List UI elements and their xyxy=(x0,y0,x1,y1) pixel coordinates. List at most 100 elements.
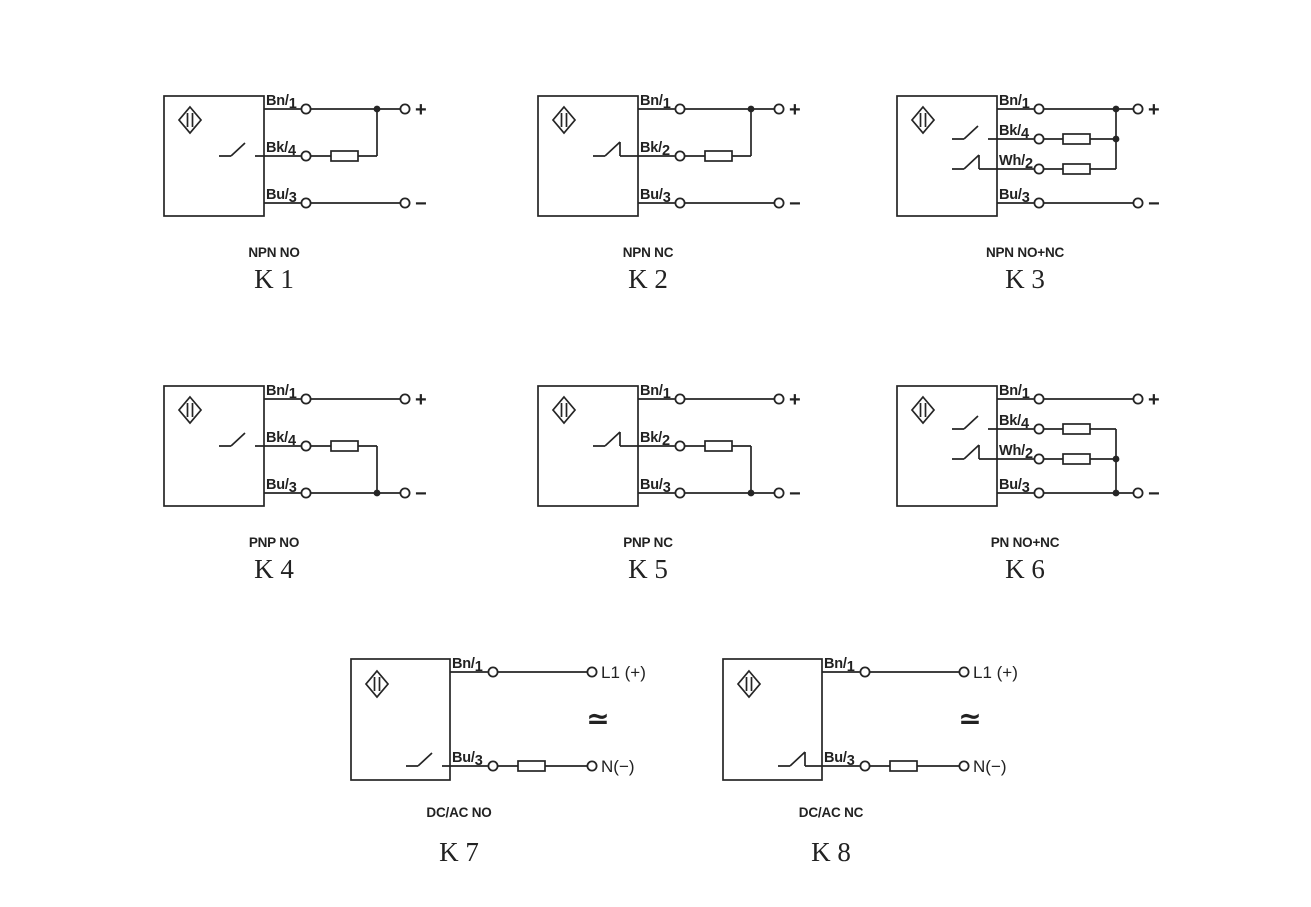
nc-switch-icon xyxy=(952,444,980,460)
terminal xyxy=(1132,103,1144,115)
terminal xyxy=(1033,163,1045,175)
circuit-type-label: PNP NO xyxy=(249,535,299,550)
resistor xyxy=(330,150,359,162)
proximity-sensor-icon xyxy=(177,395,203,425)
terminal xyxy=(1033,453,1045,465)
terminal-label-positive: + xyxy=(415,99,427,121)
terminal xyxy=(399,487,411,499)
junction-dot xyxy=(373,489,381,497)
proximity-sensor-icon xyxy=(736,669,762,699)
terminal xyxy=(674,393,686,405)
wire-bk xyxy=(620,445,752,493)
terminal-label-positive: + xyxy=(1148,99,1160,121)
proximity-sensor-icon xyxy=(551,105,577,135)
diagram-k7-svg: Bn/1 Bu/3 L1 (+) N(−) ≃ DC/AC NO K 7 xyxy=(350,656,646,867)
terminal xyxy=(300,150,312,162)
terminal xyxy=(773,487,785,499)
circuit-type-label: NPN NO xyxy=(248,245,299,260)
terminal xyxy=(300,103,312,115)
sensor-body xyxy=(722,658,823,781)
terminal-label-negative: − xyxy=(1148,483,1160,505)
diagram-k4-svg: Bn/1 Bk/4 Bu/3 + − PNP NO K 4 xyxy=(163,383,427,584)
terminal xyxy=(300,393,312,405)
diagram-k5-svg: Bn/1 Bk/2 Bu/3 + − PNP NC K 5 xyxy=(537,383,801,584)
diagram-k3-svg: Bn/1 Bk/4 Wh/2 Bu/3 + − NPN NO+NC K 3 xyxy=(896,93,1160,294)
wire-label: Bk/4 xyxy=(999,413,1029,432)
wire-label: Bu/3 xyxy=(640,187,671,206)
wire-label: Bn/1 xyxy=(999,383,1030,402)
terminal-label-negative: − xyxy=(789,193,801,215)
terminal xyxy=(300,440,312,452)
wire-label: Bu/3 xyxy=(452,750,483,769)
terminal xyxy=(674,440,686,452)
terminal-label-neutral: N(−) xyxy=(601,757,635,776)
terminal xyxy=(399,103,411,115)
sensor-body xyxy=(350,658,451,781)
wire-label: Bu/3 xyxy=(640,477,671,496)
no-switch-icon xyxy=(219,432,246,447)
wire-bk xyxy=(255,445,378,493)
terminal-label-negative: − xyxy=(415,193,427,215)
terminal xyxy=(300,197,312,209)
terminal xyxy=(1132,487,1144,499)
wire-label: Bu/3 xyxy=(999,187,1030,206)
terminal xyxy=(1033,393,1045,405)
terminal-label-positive: + xyxy=(789,99,801,121)
sensor-body xyxy=(896,95,998,217)
wire-label: Wh/2 xyxy=(999,443,1033,462)
diagram-k3: Bn/1 Bk/4 Wh/2 Bu/3 + − NPN NO+NC K 3 xyxy=(895,88,1189,298)
junction-dot xyxy=(747,105,755,113)
nc-switch-icon xyxy=(778,751,806,767)
diagram-k6: Bn/1 Bk/4 Wh/2 Bu/3 + − PN NO+NC K 6 xyxy=(895,378,1189,588)
terminal xyxy=(1033,487,1045,499)
wire-label: Bk/4 xyxy=(999,123,1029,142)
terminal-label-positive: + xyxy=(1148,389,1160,411)
sensor-body xyxy=(163,95,265,217)
terminal xyxy=(773,393,785,405)
wire-label: Bu/3 xyxy=(266,187,297,206)
circuit-type-label: DC/AC NO xyxy=(426,805,491,820)
resistor xyxy=(704,440,733,452)
no-switch-icon xyxy=(952,415,979,430)
resistor xyxy=(889,760,918,772)
resistor xyxy=(1062,453,1091,465)
wire-label: Bk/4 xyxy=(266,430,296,449)
wire-label: Bu/3 xyxy=(824,750,855,769)
no-switch-icon xyxy=(952,125,979,140)
diagram-code-label: K 4 xyxy=(254,554,294,584)
wire-label: Bn/1 xyxy=(640,383,671,402)
terminal xyxy=(1033,133,1045,145)
terminal xyxy=(487,760,499,772)
terminal xyxy=(586,666,598,678)
terminal xyxy=(399,197,411,209)
proximity-sensor-icon xyxy=(910,105,936,135)
diagram-code-label: K 8 xyxy=(811,837,851,867)
terminal xyxy=(586,760,598,772)
terminal-label-neutral: N(−) xyxy=(973,757,1007,776)
diagram-k7: Bn/1 Bu/3 L1 (+) N(−) ≃ DC/AC NO K 7 xyxy=(349,651,669,867)
wire-label: Bn/1 xyxy=(452,656,483,675)
diagram-k4: Bn/1 Bk/4 Bu/3 + − PNP NO K 4 xyxy=(162,378,456,588)
ac-dc-symbol: ≃ xyxy=(586,702,609,735)
terminal xyxy=(674,487,686,499)
no-switch-icon xyxy=(406,752,433,767)
terminal xyxy=(1033,103,1045,115)
wire-label: Bk/2 xyxy=(640,430,670,449)
wire-label: Bn/1 xyxy=(640,93,671,112)
terminal xyxy=(487,666,499,678)
wire-label: Bk/2 xyxy=(640,140,670,159)
terminal xyxy=(1033,423,1045,435)
terminal xyxy=(958,760,970,772)
proximity-sensor-icon xyxy=(551,395,577,425)
diagram-k6-svg: Bn/1 Bk/4 Wh/2 Bu/3 + − PN NO+NC K 6 xyxy=(896,383,1160,584)
wire-label: Bn/1 xyxy=(999,93,1030,112)
terminal xyxy=(399,393,411,405)
diagram-code-label: K 7 xyxy=(439,837,479,867)
ac-dc-symbol: ≃ xyxy=(958,702,981,735)
circuit-type-label: PN NO+NC xyxy=(991,535,1060,550)
junction-dot xyxy=(1112,105,1120,113)
circuit-type-label: NPN NO+NC xyxy=(986,245,1065,260)
nc-switch-icon xyxy=(593,431,621,447)
terminal xyxy=(300,487,312,499)
